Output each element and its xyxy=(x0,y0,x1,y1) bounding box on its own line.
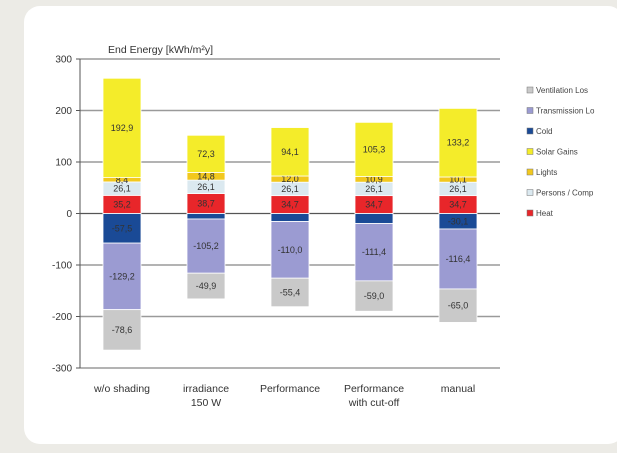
data-label: -49,9 xyxy=(196,281,217,291)
legend-swatch xyxy=(526,168,534,176)
x-category-label: Performance xyxy=(344,383,404,395)
bar-segment-solar-gains xyxy=(354,121,394,177)
data-label: 72,3 xyxy=(197,149,215,159)
axes: -300 -200 -100 0 100 200 300 w/o shading irradia… xyxy=(52,55,475,410)
chart-title: End Energy [kWh/m²y] xyxy=(108,44,213,56)
y-tick-label: -300 xyxy=(52,364,72,375)
legend-label: Ventilation Los xyxy=(536,86,588,95)
bar-segment-ventilation-losses xyxy=(102,309,142,351)
data-label: 35,2 xyxy=(113,199,131,209)
x-category-label: 150 W xyxy=(191,397,221,409)
data-label: -110,0 xyxy=(278,245,303,255)
data-label: -57,5 xyxy=(112,223,133,233)
data-label: 10,9 xyxy=(365,174,383,184)
bar-segment-ventilation-losses xyxy=(438,288,478,323)
bar-segment-ventilation-losses xyxy=(354,280,394,312)
data-label: -30,1 xyxy=(448,216,469,226)
legend-label: Lights xyxy=(536,168,557,177)
bar-segment-solar-gains xyxy=(438,107,478,178)
legend-swatch xyxy=(526,127,534,135)
bar-segment-ventilation-losses xyxy=(186,272,226,300)
y-tick-label: -100 xyxy=(52,261,72,272)
bar-segment-transmission-losses xyxy=(438,228,478,290)
x-category-label: irradiance xyxy=(183,383,229,395)
data-label: -59,0 xyxy=(364,291,385,301)
legend-label: Transmission Lo xyxy=(536,107,595,116)
data-label: 38,7 xyxy=(197,199,215,209)
bar-segment-transmission-losses xyxy=(102,242,142,311)
data-label: 34,7 xyxy=(365,200,383,210)
x-category-label: manual xyxy=(441,383,475,395)
legend-label: Cold xyxy=(536,127,552,136)
legend: Ventilation Los Transmission Lo Cold Solar … xyxy=(526,86,595,218)
data-label: -116,4 xyxy=(446,254,471,264)
x-category-label: with cut-off xyxy=(348,397,400,409)
y-tick-label: -200 xyxy=(52,312,72,323)
bar-segment-ventilation-losses xyxy=(270,277,310,308)
x-category-label: Performance xyxy=(260,383,320,395)
data-label: 192,9 xyxy=(111,123,134,133)
data-label: 133,2 xyxy=(447,138,470,148)
data-label: -105,2 xyxy=(193,241,219,251)
y-tick-label: 100 xyxy=(55,158,72,169)
y-tick-label: 0 xyxy=(66,209,72,220)
data-label: 10,1 xyxy=(449,175,467,185)
legend-label: Heat xyxy=(536,209,554,218)
legend-swatch xyxy=(526,148,534,155)
bar-segment-solar-gains xyxy=(186,134,226,173)
data-label: 105,3 xyxy=(363,144,386,154)
data-label: 26,1 xyxy=(365,184,383,194)
legend-label: Persons / Comp xyxy=(536,189,594,198)
legend-swatch xyxy=(526,86,534,94)
data-label: 12,0 xyxy=(281,174,299,184)
data-label: 34,7 xyxy=(281,200,299,210)
y-tick-label: 300 xyxy=(55,55,72,66)
legend-swatch xyxy=(526,107,534,114)
bar-segment-cold xyxy=(102,213,142,244)
legend-swatch xyxy=(526,189,534,196)
data-label: 26,1 xyxy=(449,184,467,194)
data-label: -129,2 xyxy=(109,271,135,281)
bar-segment-solar-gains xyxy=(270,127,310,177)
data-label: 8,4 xyxy=(116,175,129,185)
data-label: -65,0 xyxy=(448,301,469,311)
data-label: 26,1 xyxy=(113,184,131,194)
bar-segment-transmission-losses xyxy=(270,221,310,279)
bar-segment-solar-gains xyxy=(102,77,142,179)
data-label: 26,1 xyxy=(281,184,299,194)
data-label: -55,4 xyxy=(280,287,301,297)
bars: 35,226,18,4192,9-57,5-129,2-78,638,726,1… xyxy=(102,77,478,351)
bar-segment-transmission-losses xyxy=(354,223,394,282)
y-tick-label: 200 xyxy=(55,106,72,117)
data-label: 14,8 xyxy=(197,171,215,181)
bar-segment-transmission-losses xyxy=(186,218,226,274)
x-category-label: w/o shading xyxy=(93,383,150,395)
bar-segment-cold xyxy=(186,213,226,220)
legend-label: Solar Gains xyxy=(536,148,578,157)
data-label: 26,1 xyxy=(197,182,215,192)
bar-segment-cold xyxy=(270,213,310,222)
data-label: -111,4 xyxy=(362,247,386,257)
bar-segment-cold xyxy=(354,213,394,224)
data-label: 94,1 xyxy=(281,147,299,157)
data-label: -78,6 xyxy=(112,325,133,335)
data-label: 34,7 xyxy=(449,200,467,210)
legend-swatch xyxy=(526,209,534,217)
